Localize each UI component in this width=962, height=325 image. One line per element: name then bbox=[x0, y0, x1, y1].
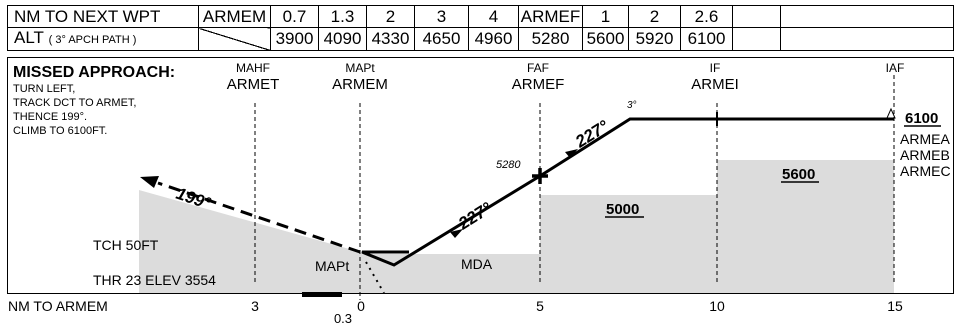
tch-label: TCH 50FT bbox=[93, 237, 159, 253]
axis-tick-label: 3 bbox=[251, 298, 259, 314]
course-arrow-icon bbox=[565, 149, 578, 158]
missed-approach-title: MISSED APPROACH: bbox=[13, 64, 175, 81]
missed-approach-path bbox=[157, 181, 361, 254]
mapt-inner-label: MAPt bbox=[315, 258, 349, 274]
axis-title: NM TO ARMEM bbox=[8, 298, 108, 314]
missed-approach-line: THENCE 199°. bbox=[13, 111, 87, 123]
mahf-name-label: ARMET bbox=[227, 76, 280, 93]
missed-approach-arrow-icon bbox=[140, 176, 159, 188]
altitude-row-label: ALT ( 3° APCH PATH ) bbox=[7, 27, 199, 51]
axis-tick-label: 15 bbox=[887, 298, 903, 314]
altitude-cell: 4960 bbox=[468, 27, 519, 51]
altitude-label-sub: ( 3° APCH PATH ) bbox=[48, 34, 137, 46]
axis-tick-label: 0 bbox=[357, 298, 365, 314]
if-role-label: IF bbox=[710, 61, 721, 75]
missed-approach-line: CLIMB TO 6100FT. bbox=[13, 125, 107, 137]
faf-altitude-label: 5280 bbox=[496, 159, 521, 171]
mahf-role-label: MAHF bbox=[236, 61, 270, 75]
initial-altitude-label: 6100 bbox=[905, 110, 938, 127]
runway-dotted-line bbox=[365, 261, 385, 294]
altitude-cell: 4650 bbox=[414, 27, 469, 51]
iaf-name-label: ARMEB bbox=[900, 147, 950, 163]
altitude-5000-label: 5000 bbox=[606, 201, 639, 218]
course-arrow-icon bbox=[450, 229, 463, 238]
if-name-label: ARMEI bbox=[691, 76, 739, 93]
glide-angle-label: 3° bbox=[627, 100, 637, 111]
altitude-cell: 5920 bbox=[628, 27, 681, 51]
iaf-role-label: IAF bbox=[886, 61, 905, 75]
mda-area bbox=[360, 254, 540, 293]
altitude-cell: 5600 bbox=[582, 27, 629, 51]
altitude-5600-label: 5600 bbox=[782, 166, 815, 183]
mda-label: MDA bbox=[461, 256, 493, 272]
missed-approach-line: TURN LEFT, bbox=[13, 83, 75, 95]
altitude-cell bbox=[732, 27, 781, 51]
iaf-name-label: ARMEA bbox=[900, 131, 950, 147]
course-final-label: 227° bbox=[571, 117, 612, 152]
terrain-runway-area bbox=[139, 190, 360, 293]
altitude-row: ALT ( 3° APCH PATH ) 3900 4090 4330 4650… bbox=[7, 27, 954, 51]
profile-frame bbox=[7, 57, 954, 294]
missed-approach-line: TRACK DCT TO ARMET, bbox=[13, 97, 136, 109]
altitude-5000-area bbox=[540, 195, 717, 293]
threshold-label: THR 23 ELEV 3554 bbox=[93, 272, 216, 288]
altitude-cell: 6100 bbox=[680, 27, 733, 51]
course-final-label-2: 227° bbox=[454, 199, 495, 234]
mapt-role-label: MAPt bbox=[345, 61, 375, 75]
axis-tick-label: 5 bbox=[536, 298, 544, 314]
altitude-cell: 4090 bbox=[318, 27, 367, 51]
runway-bar bbox=[302, 292, 342, 297]
axis-extra-tick-label: 0.3 bbox=[334, 311, 352, 325]
altitude-diagonal-cell bbox=[198, 27, 271, 51]
faf-role-label: FAF bbox=[527, 61, 549, 75]
faf-name-label: ARMEF bbox=[512, 76, 565, 93]
profile-header-table: NM TO NEXT WPT ARMEM 0.7 1.3 2 3 4 ARMEF… bbox=[7, 5, 954, 51]
axis-tick-label: 10 bbox=[709, 298, 725, 314]
distance-cell: ARMEF bbox=[518, 5, 583, 28]
iaf-triangle-icon bbox=[886, 107, 896, 119]
mapt-name-label: ARMEM bbox=[332, 76, 388, 93]
iaf-name-label: ARMEC bbox=[900, 163, 951, 179]
distance-row-label: NM TO NEXT WPT bbox=[7, 5, 199, 28]
altitude-label-main: ALT bbox=[14, 28, 44, 48]
approach-path-line bbox=[361, 117, 894, 267]
altitude-cell bbox=[780, 27, 954, 51]
